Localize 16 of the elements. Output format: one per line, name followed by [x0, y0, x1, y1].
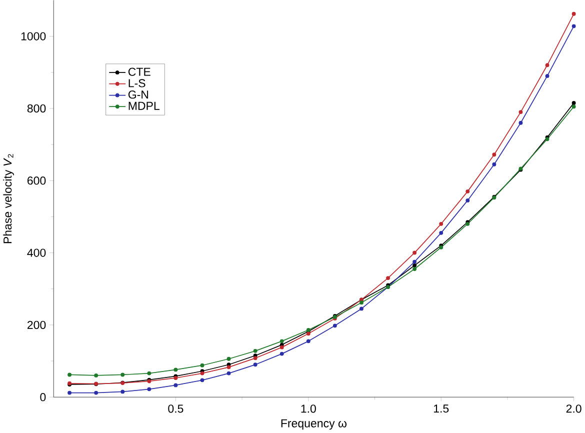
legend-label: CTE	[128, 68, 150, 76]
y-tick-label: 400	[27, 248, 46, 257]
y-tick-label: 600	[28, 176, 46, 185]
y-tick-label: 1000	[21, 32, 46, 40]
y-tick-label: 800	[27, 104, 46, 113]
x-tick-label: 0.5	[168, 404, 184, 413]
x-axis-title: Frequency ω	[281, 419, 347, 430]
y-tick-label: 0	[40, 393, 46, 402]
x-tick-label: 1.5	[434, 404, 449, 413]
legend-label: MDPL	[128, 102, 160, 110]
x-tick-label: 1.0	[301, 404, 316, 413]
y-axis-title: Phase velocity V$_{2}$	[3, 154, 14, 244]
legend-label: G-N	[128, 90, 148, 99]
y-tick-label: 200	[27, 320, 46, 330]
legend-label: L-S	[128, 79, 146, 88]
x-tick-label: 2.0	[566, 404, 582, 413]
